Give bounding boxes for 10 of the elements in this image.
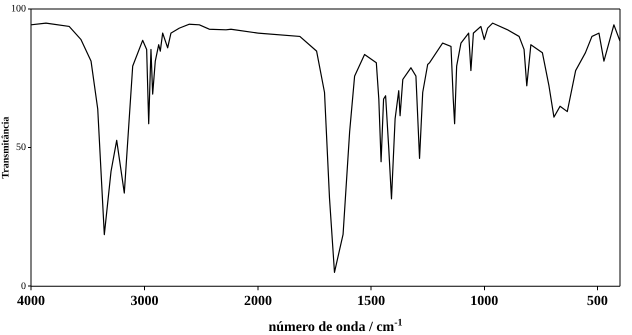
x-tick-label: 2000	[244, 294, 272, 310]
y-tick-label: 100	[11, 4, 26, 15]
x-tick-label: 1500	[357, 294, 386, 310]
y-tick-label: 0	[21, 280, 26, 292]
x-tick-label: 3000	[130, 294, 158, 310]
x-tick-label: 4000	[17, 294, 45, 310]
y-axis-title: Transmitância	[0, 116, 12, 179]
x-tick-label: 1000	[470, 294, 498, 310]
y-tick-label: 50	[16, 142, 26, 154]
x-tick-label: 500	[586, 294, 608, 310]
